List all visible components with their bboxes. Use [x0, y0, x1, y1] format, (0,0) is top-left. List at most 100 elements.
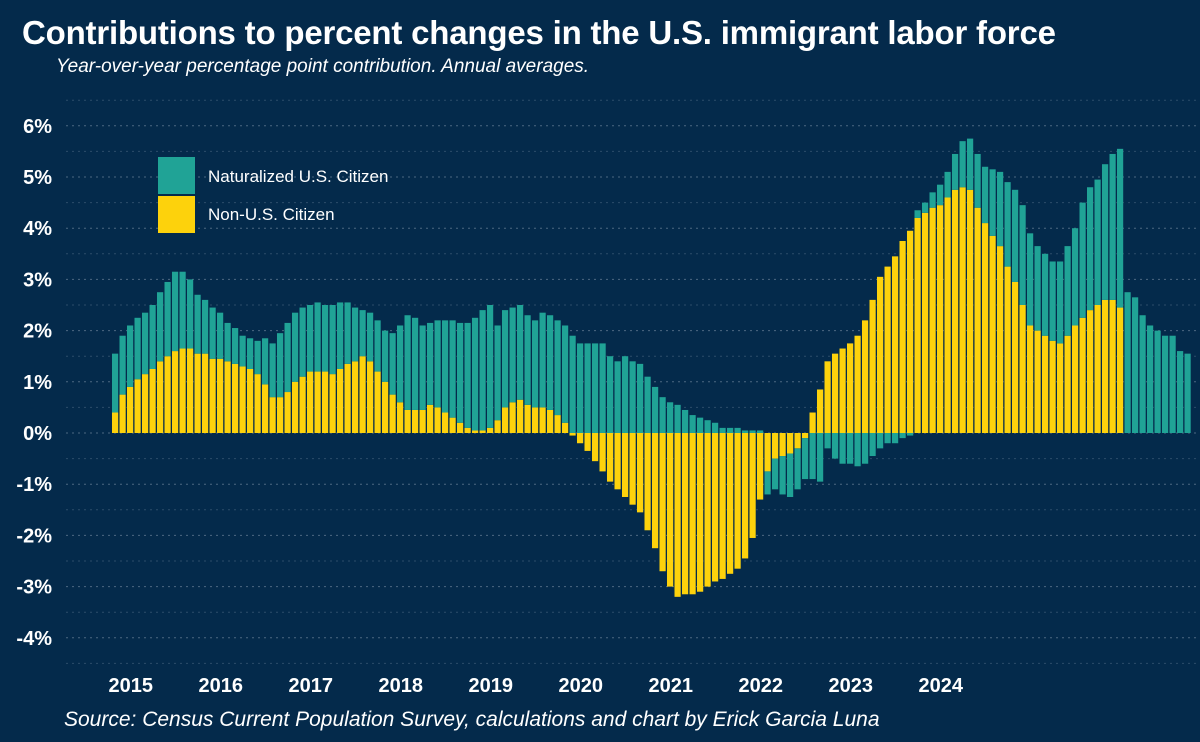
bar-naturalized	[337, 302, 344, 369]
bar-naturalized	[352, 307, 359, 362]
bar-non-citizen	[322, 371, 329, 433]
bar-non-citizen	[1072, 325, 1079, 433]
bar-non-citizen	[637, 433, 644, 513]
bar-non-citizen	[652, 433, 659, 549]
bar-non-citizen	[412, 409, 419, 433]
bar-non-citizen	[1034, 330, 1041, 433]
legend-label-non-citizen: Non-U.S. Citizen	[208, 205, 335, 224]
bar-non-citizen	[622, 433, 629, 497]
bar-non-citizen	[1064, 335, 1071, 433]
bar-non-citizen	[629, 433, 636, 505]
bar-naturalized	[824, 433, 831, 449]
bar-non-citizen	[179, 348, 186, 433]
bar-naturalized	[704, 420, 711, 433]
bar-non-citizen	[772, 433, 779, 459]
bar-naturalized	[194, 294, 201, 354]
bar-non-citizen	[142, 374, 149, 433]
bar-non-citizen	[944, 197, 951, 433]
bar-non-citizen	[809, 412, 816, 433]
bar-naturalized	[599, 343, 606, 433]
bar-naturalized	[284, 322, 291, 393]
bar-naturalized	[569, 335, 576, 433]
bar-non-citizen	[434, 407, 441, 433]
bar-non-citizen	[232, 363, 239, 433]
bar-non-citizen	[1049, 340, 1056, 433]
x-tick-label: 2017	[289, 675, 334, 697]
bar-naturalized	[1147, 325, 1154, 433]
bar-non-citizen	[779, 433, 786, 457]
bar-naturalized	[562, 325, 569, 423]
bar-naturalized	[817, 433, 824, 482]
bar-naturalized	[1132, 297, 1139, 433]
bar-naturalized	[712, 422, 719, 433]
bar-naturalized	[937, 184, 944, 206]
bar-non-citizen	[202, 353, 209, 433]
bar-naturalized	[532, 320, 539, 408]
bar-non-citizen	[382, 381, 389, 433]
bar-non-citizen	[442, 412, 449, 433]
bar-non-citizen	[989, 235, 996, 433]
bar-non-citizen	[847, 343, 854, 433]
bar-non-citizen	[547, 409, 554, 433]
bar-non-citizen	[419, 409, 426, 433]
bar-non-citizen	[832, 353, 839, 433]
bar-non-citizen	[719, 433, 726, 579]
bar-naturalized	[209, 307, 216, 359]
bar-non-citizen	[974, 207, 981, 433]
bar-non-citizen	[1004, 266, 1011, 433]
bar-naturalized	[494, 325, 501, 421]
bar-non-citizen	[577, 433, 584, 444]
bar-naturalized	[374, 320, 381, 372]
bar-naturalized	[314, 302, 321, 372]
bar-naturalized	[1117, 148, 1124, 308]
x-tick-label: 2021	[649, 675, 694, 697]
bar-non-citizen	[697, 433, 704, 592]
bar-naturalized	[464, 322, 471, 428]
bar-naturalized	[1162, 335, 1169, 433]
bar-naturalized	[892, 433, 899, 444]
bar-non-citizen	[802, 433, 809, 439]
bar-naturalized	[989, 169, 996, 236]
bar-naturalized	[1012, 189, 1019, 282]
bar-naturalized	[1139, 315, 1146, 433]
bar-non-citizen	[209, 358, 216, 433]
bar-non-citizen	[952, 189, 959, 433]
bar-non-citizen	[877, 276, 884, 433]
bar-naturalized	[629, 361, 636, 433]
bar-non-citizen	[262, 384, 269, 433]
bar-non-citizen	[217, 358, 224, 433]
bar-naturalized	[307, 305, 314, 372]
bar-naturalized	[1169, 335, 1176, 433]
bar-naturalized	[224, 322, 231, 362]
bar-naturalized	[164, 281, 171, 357]
bar-non-citizen	[562, 422, 569, 433]
axis-labels: 6% 5% 4% 3% 2% 1% 0% -1% -2% -3% -4% 2015 2016 2017 20…	[16, 116, 963, 697]
bar-naturalized	[802, 438, 809, 480]
bar-naturalized	[839, 433, 846, 464]
bar-non-citizen	[674, 433, 681, 597]
bar-naturalized	[119, 335, 126, 395]
y-tick-label: 3%	[23, 269, 52, 291]
bar-non-citizen	[314, 371, 321, 433]
bar-naturalized	[1042, 253, 1049, 336]
bar-non-citizen	[269, 397, 276, 433]
bar-naturalized	[809, 433, 816, 480]
bar-non-citizen	[659, 433, 666, 572]
y-tick-label: -3%	[16, 577, 52, 599]
bar-non-citizen	[869, 299, 876, 433]
bar-naturalized	[1049, 261, 1056, 341]
bar-non-citizen	[524, 404, 531, 433]
bar-naturalized	[479, 310, 486, 431]
bar-naturalized	[944, 171, 951, 198]
bar-non-citizen	[749, 433, 756, 538]
bar-naturalized	[367, 312, 374, 362]
bar-non-citizen	[337, 369, 344, 433]
bar-non-citizen	[464, 427, 471, 433]
bar-non-citizen	[134, 379, 141, 433]
bar-non-citizen	[1094, 305, 1101, 433]
bar-non-citizen	[757, 433, 764, 500]
bar-naturalized	[907, 433, 914, 436]
bar-naturalized	[412, 317, 419, 410]
bar-naturalized	[509, 307, 516, 403]
bar-naturalized	[517, 305, 524, 400]
